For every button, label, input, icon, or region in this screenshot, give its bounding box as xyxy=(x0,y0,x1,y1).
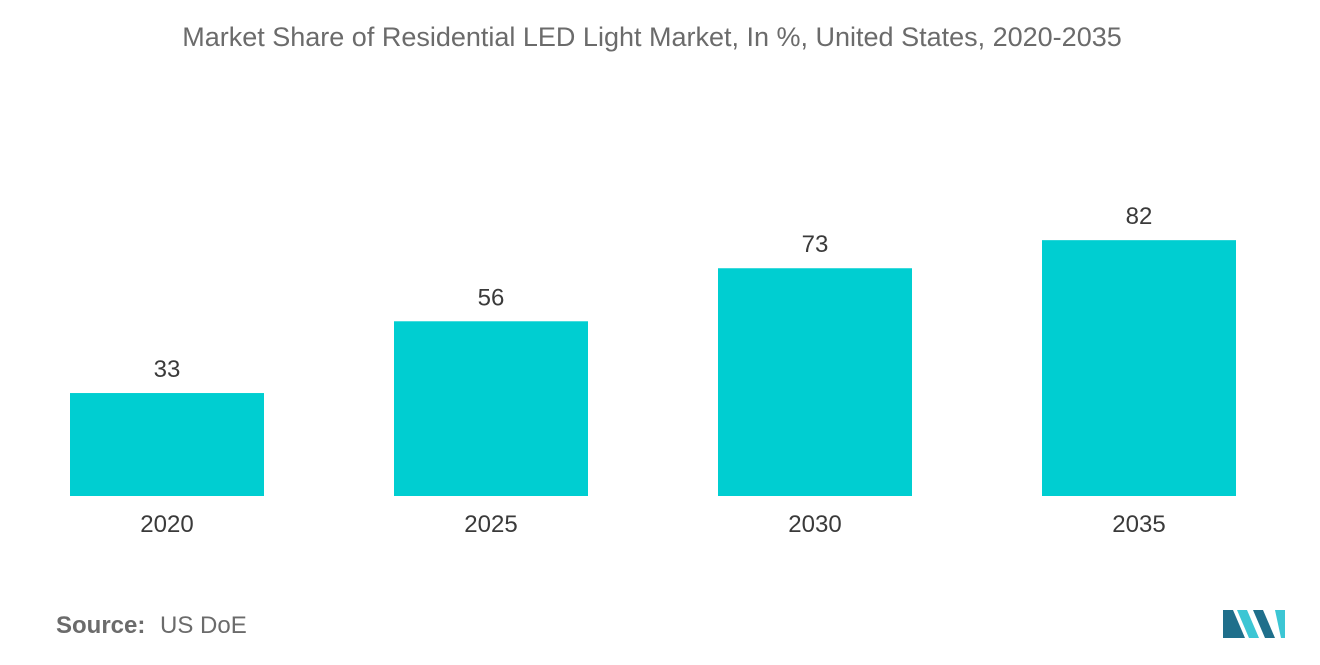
bar-2030 xyxy=(718,268,912,496)
bar-2020 xyxy=(70,393,264,496)
x-tick-label-2035: 2035 xyxy=(1112,511,1165,538)
labels-layer: 33 2020 56 2025 73 2030 82 2035 xyxy=(140,203,1165,538)
x-tick-label-2020: 2020 xyxy=(140,511,193,538)
bar-value-label-2035: 82 xyxy=(1126,203,1153,230)
bar-2025 xyxy=(394,321,588,496)
brand-logo-icon xyxy=(1223,610,1285,638)
bars-layer xyxy=(70,240,1236,496)
source-value: US DoE xyxy=(160,612,247,639)
bar-value-label-2030: 73 xyxy=(802,231,829,258)
chart-title: Market Share of Residential LED Light Ma… xyxy=(182,22,1122,52)
bar-2035 xyxy=(1042,240,1236,496)
x-tick-label-2025: 2025 xyxy=(464,511,517,538)
bar-value-label-2025: 56 xyxy=(478,284,505,311)
bar-chart: 33 2020 56 2025 73 2030 82 2035 xyxy=(70,203,1236,538)
x-tick-label-2030: 2030 xyxy=(788,511,841,538)
source-label: Source: xyxy=(56,612,146,639)
bar-value-label-2020: 33 xyxy=(154,356,181,383)
